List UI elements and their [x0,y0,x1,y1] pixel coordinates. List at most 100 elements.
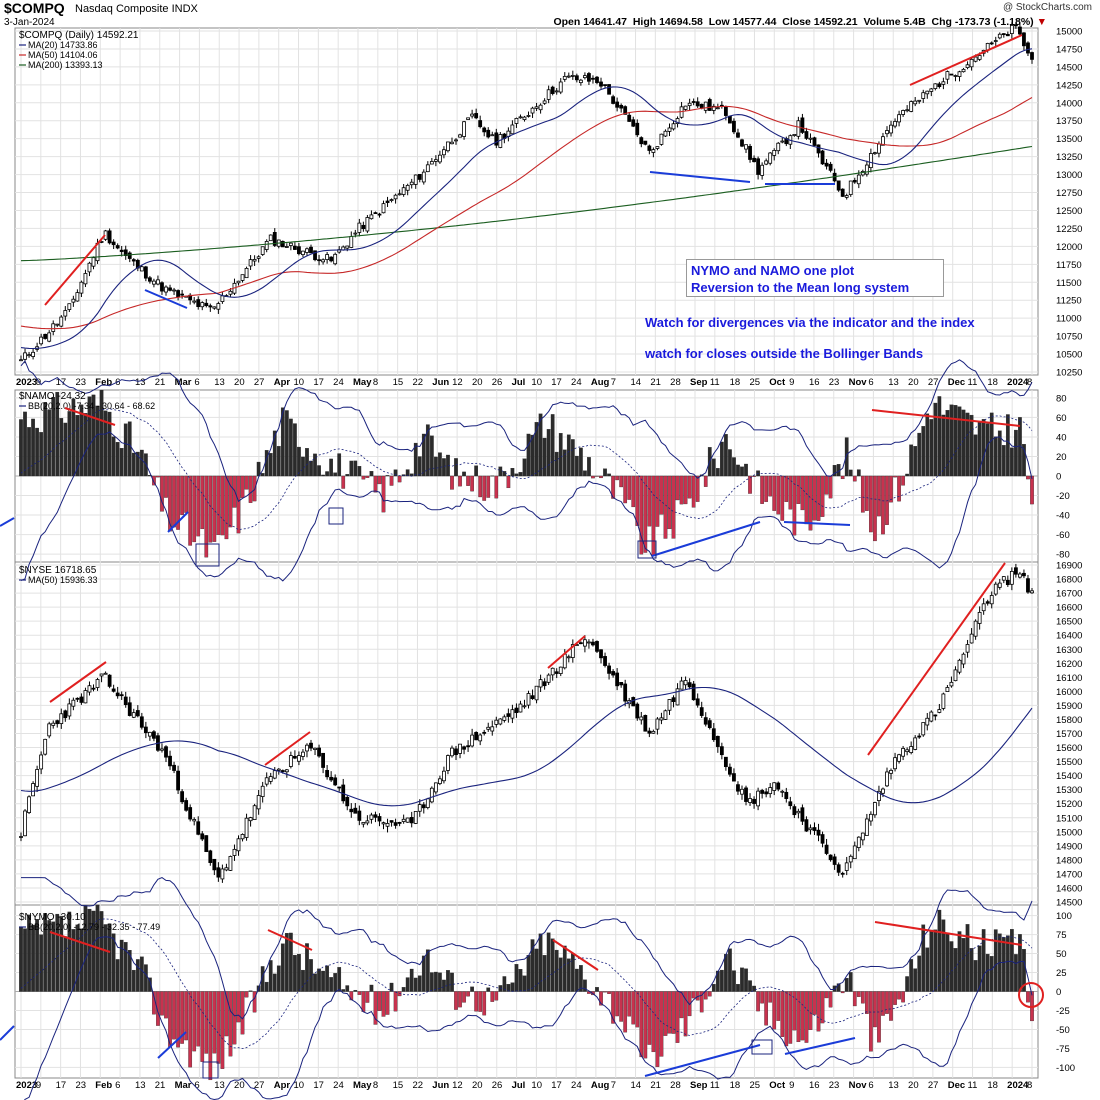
histogram-bar [820,991,825,1024]
candle-body [405,817,410,823]
histogram-bar [180,475,184,515]
candle-body [220,295,225,302]
x-tick-label: 6 [194,377,199,388]
histogram-bar [63,422,68,477]
histogram-bar [67,411,72,477]
candle-body [558,81,563,93]
histogram-bar [502,471,507,477]
histogram-bar [603,991,607,993]
candle-body [687,102,692,107]
candle-body [538,104,543,111]
histogram-bar [405,977,410,992]
candle-body [478,734,483,742]
y-tick-label: 15700 [1056,729,1082,740]
histogram-bar [397,475,402,483]
histogram-bar [438,972,442,992]
histogram-bar [123,423,128,477]
histogram-bar [703,475,708,487]
candle-body [421,804,426,809]
histogram-bar [663,475,668,539]
histogram-bar [929,929,934,992]
histogram-bar [59,916,64,992]
candle-body [119,249,124,252]
histogram-bar [514,473,519,477]
candle-body [514,707,519,714]
histogram-bar [450,475,454,490]
candle-body [510,709,515,719]
histogram-bar [764,991,769,1026]
candle-body [707,720,712,729]
histogram-bar [99,911,104,992]
candle-body [83,690,88,704]
histogram-bar [538,413,543,477]
y-tick-label: 15000 [1056,27,1082,38]
histogram-bar [538,933,543,992]
candle-body [740,788,744,795]
candle-body [824,162,829,167]
y-tick-label: -20 [1056,491,1070,502]
histogram-bar [510,468,515,477]
candle-body [466,117,470,120]
histogram-bar [293,954,297,992]
candle-body [877,790,881,801]
candle-body [812,827,817,831]
y-tick-label: 14500 [1056,62,1082,73]
candle-body [615,672,620,687]
candle-body [856,836,861,848]
histogram-bar [993,436,998,477]
candle-body [83,273,88,285]
candle-body [268,776,273,782]
histogram-bar [115,442,120,477]
candle-body [256,256,261,259]
candle-body [715,735,720,747]
candle-body [675,118,680,125]
histogram-bar [909,444,914,477]
histogram-bar [683,475,688,505]
histogram-bar [95,405,100,477]
histogram-bar [562,945,567,992]
histogram-bar [284,933,289,992]
candle-body [848,855,853,863]
histogram-bar [405,469,410,477]
candle-body [284,769,289,773]
candle-body [224,867,229,871]
highlight-box [195,543,220,567]
histogram-bar [844,437,849,477]
histogram-bar [482,475,487,501]
histogram-bar [409,473,414,477]
histogram-bar [619,475,624,488]
x-tick-label: Oct [769,1080,786,1091]
histogram-bar [429,972,434,992]
histogram-bar [897,475,901,502]
histogram-bar [131,969,136,992]
candle-body [1005,33,1010,37]
y-tick-label: 15800 [1056,715,1082,726]
x-tick-label: 12 [452,377,463,388]
histogram-bar [123,942,128,992]
candle-body [679,680,684,690]
candle-body [856,174,861,185]
candle-body [405,184,410,191]
histogram-bar [268,960,273,992]
x-tick-label: 13 [214,1080,225,1091]
candle-body [800,117,805,133]
y-tick-label: 0 [1056,472,1061,483]
candle-body [115,692,120,697]
histogram-bar [264,981,269,992]
histogram-bar [381,475,386,513]
histogram-bar [345,985,350,992]
x-tick-label: 13 [135,1080,146,1091]
histogram-bar [792,475,797,536]
histogram-bar [377,991,382,1011]
histogram-bar [216,991,221,1064]
histogram-bar [784,475,789,502]
histogram-bar [429,435,434,477]
candle-body [583,639,587,647]
y-tick-label: 16800 [1056,575,1082,586]
candle-body [369,214,374,220]
candle-body [244,267,249,279]
histogram-bar [309,460,313,477]
histogram-bar [893,475,897,478]
candle-body [514,118,519,124]
histogram-bar [981,929,986,992]
